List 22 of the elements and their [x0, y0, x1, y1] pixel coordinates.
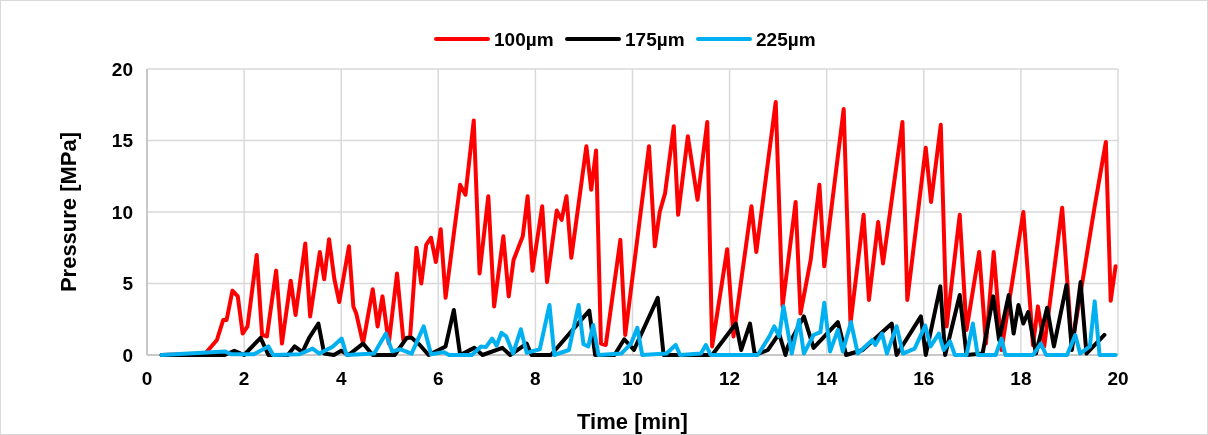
- legend-label: 175µm: [625, 29, 685, 50]
- y-tick-label: 10: [111, 201, 133, 223]
- x-tick-label: 4: [335, 368, 347, 389]
- x-tick-label: 10: [621, 368, 644, 389]
- x-tick-label: 2: [238, 368, 250, 389]
- y-tick-label: 5: [122, 273, 134, 295]
- x-tick-label: 16: [913, 368, 935, 389]
- x-tick-label: 20: [1107, 368, 1129, 389]
- x-tick-label: 18: [1010, 368, 1032, 389]
- x-tick-label: 6: [433, 368, 444, 389]
- y-tick-label: 20: [111, 58, 133, 80]
- x-tick-label: 12: [719, 368, 741, 389]
- legend-label: 225µm: [756, 29, 816, 50]
- x-tick-label: 0: [141, 368, 153, 389]
- line-series: [159, 299, 1118, 357]
- y-tick-label: 0: [122, 344, 133, 366]
- y-axis-title: Pressure [MPa]: [56, 131, 81, 293]
- legend-label: 100µm: [494, 29, 554, 50]
- y-tick-label: 15: [111, 130, 134, 152]
- x-axis-title: Time [min]: [577, 409, 688, 434]
- x-tick-label: 14: [816, 368, 838, 389]
- x-tick-label: 8: [530, 368, 541, 389]
